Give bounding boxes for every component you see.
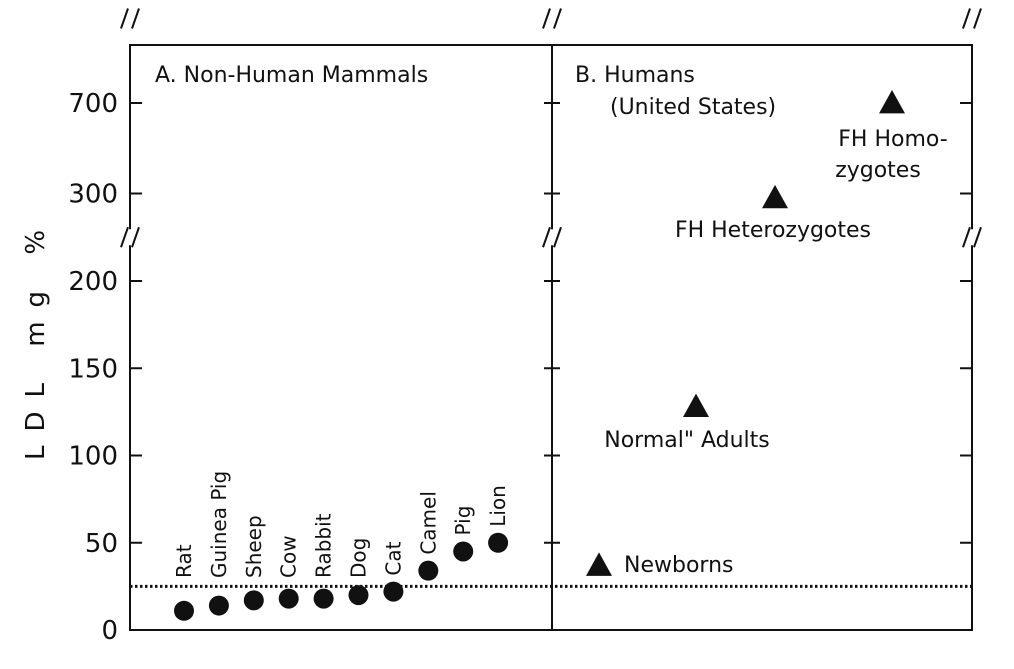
point-triangle	[879, 90, 905, 114]
axis-break-slash	[120, 226, 129, 248]
point-labels: Rat Guinea Pig Sheep Cow Rabbit Dog Cat Camel Pi…	[172, 127, 948, 578]
point-label: Normal" Adults	[604, 428, 769, 453]
y-tick-label: 200	[68, 267, 118, 297]
point-label: Rat	[172, 544, 196, 578]
panel-b-title: B. Humans	[575, 63, 695, 88]
point-label: Newborns	[624, 553, 733, 578]
axis-break-slash	[553, 8, 562, 29]
point-label: Cow	[277, 535, 301, 578]
y-tick-label: 50	[85, 529, 118, 559]
y-tick-label: 300	[68, 180, 118, 210]
point-label: Lion	[486, 485, 510, 527]
point-triangle	[762, 184, 788, 209]
point-label: Dog	[347, 538, 371, 578]
axis-break-slash	[962, 226, 971, 248]
panel-a-title: A. Non-Human Mammals	[155, 63, 428, 88]
point-label: zygotes	[835, 158, 921, 183]
point-label: Sheep	[242, 515, 266, 578]
y-tick-label: 100	[68, 442, 118, 472]
panel-b-frame	[551, 44, 973, 631]
axis-break-slash	[973, 8, 982, 29]
point-label: FH Homo-	[838, 127, 947, 152]
point-circle	[243, 590, 264, 611]
point-label: Cat	[381, 541, 405, 575]
point-circle	[313, 588, 334, 609]
point-circle	[174, 600, 194, 621]
point-label: FH Heterozygotes	[675, 218, 871, 243]
axis-break-slash	[542, 8, 551, 29]
point-label: Guinea Pig	[207, 471, 231, 578]
point-circle	[453, 541, 474, 562]
point-circle	[488, 532, 509, 553]
axis-breaks	[120, 8, 982, 248]
point-circle	[418, 560, 439, 581]
point-label: Camel	[416, 491, 440, 555]
point-circle	[383, 581, 404, 602]
axis-break-slash	[973, 226, 982, 248]
point-circle	[278, 588, 299, 609]
y-axis-label: LDL mg %	[21, 216, 51, 460]
axis-break-slash	[131, 8, 140, 29]
data-points	[174, 90, 905, 621]
y-tick-label: 0	[101, 616, 118, 646]
y-tick-label: 700	[68, 89, 118, 119]
axis-break-slash	[120, 8, 129, 29]
y-axis-ticks: 0 50 100 150 200 300 700	[68, 89, 972, 646]
point-label: Pig	[451, 506, 475, 536]
point-circle	[208, 595, 229, 616]
point-triangle	[683, 393, 709, 418]
panel-b-subtitle: (United States)	[610, 95, 776, 120]
axis-break-slash	[131, 226, 140, 248]
y-tick-label: 150	[68, 354, 118, 384]
point-circle	[348, 585, 369, 606]
axis-break-slash	[542, 226, 551, 248]
point-triangle	[586, 552, 612, 576]
point-label: Rabbit	[312, 513, 336, 578]
axis-break-slash	[962, 8, 971, 29]
axis-break-slash	[553, 226, 562, 248]
